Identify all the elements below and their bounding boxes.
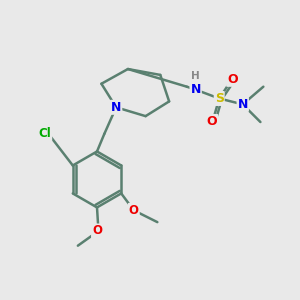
Text: O: O xyxy=(129,204,139,217)
Text: N: N xyxy=(111,101,121,114)
Text: O: O xyxy=(92,224,102,238)
Text: S: S xyxy=(215,92,224,105)
Text: O: O xyxy=(227,73,238,86)
Text: H: H xyxy=(191,71,200,81)
Text: N: N xyxy=(238,98,248,111)
Text: Cl: Cl xyxy=(38,127,51,140)
Text: O: O xyxy=(206,115,217,128)
Text: N: N xyxy=(190,83,201,96)
